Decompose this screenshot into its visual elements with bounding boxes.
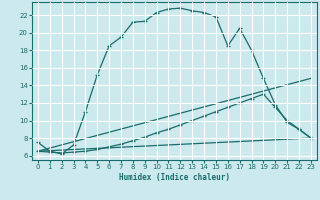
- X-axis label: Humidex (Indice chaleur): Humidex (Indice chaleur): [119, 173, 230, 182]
